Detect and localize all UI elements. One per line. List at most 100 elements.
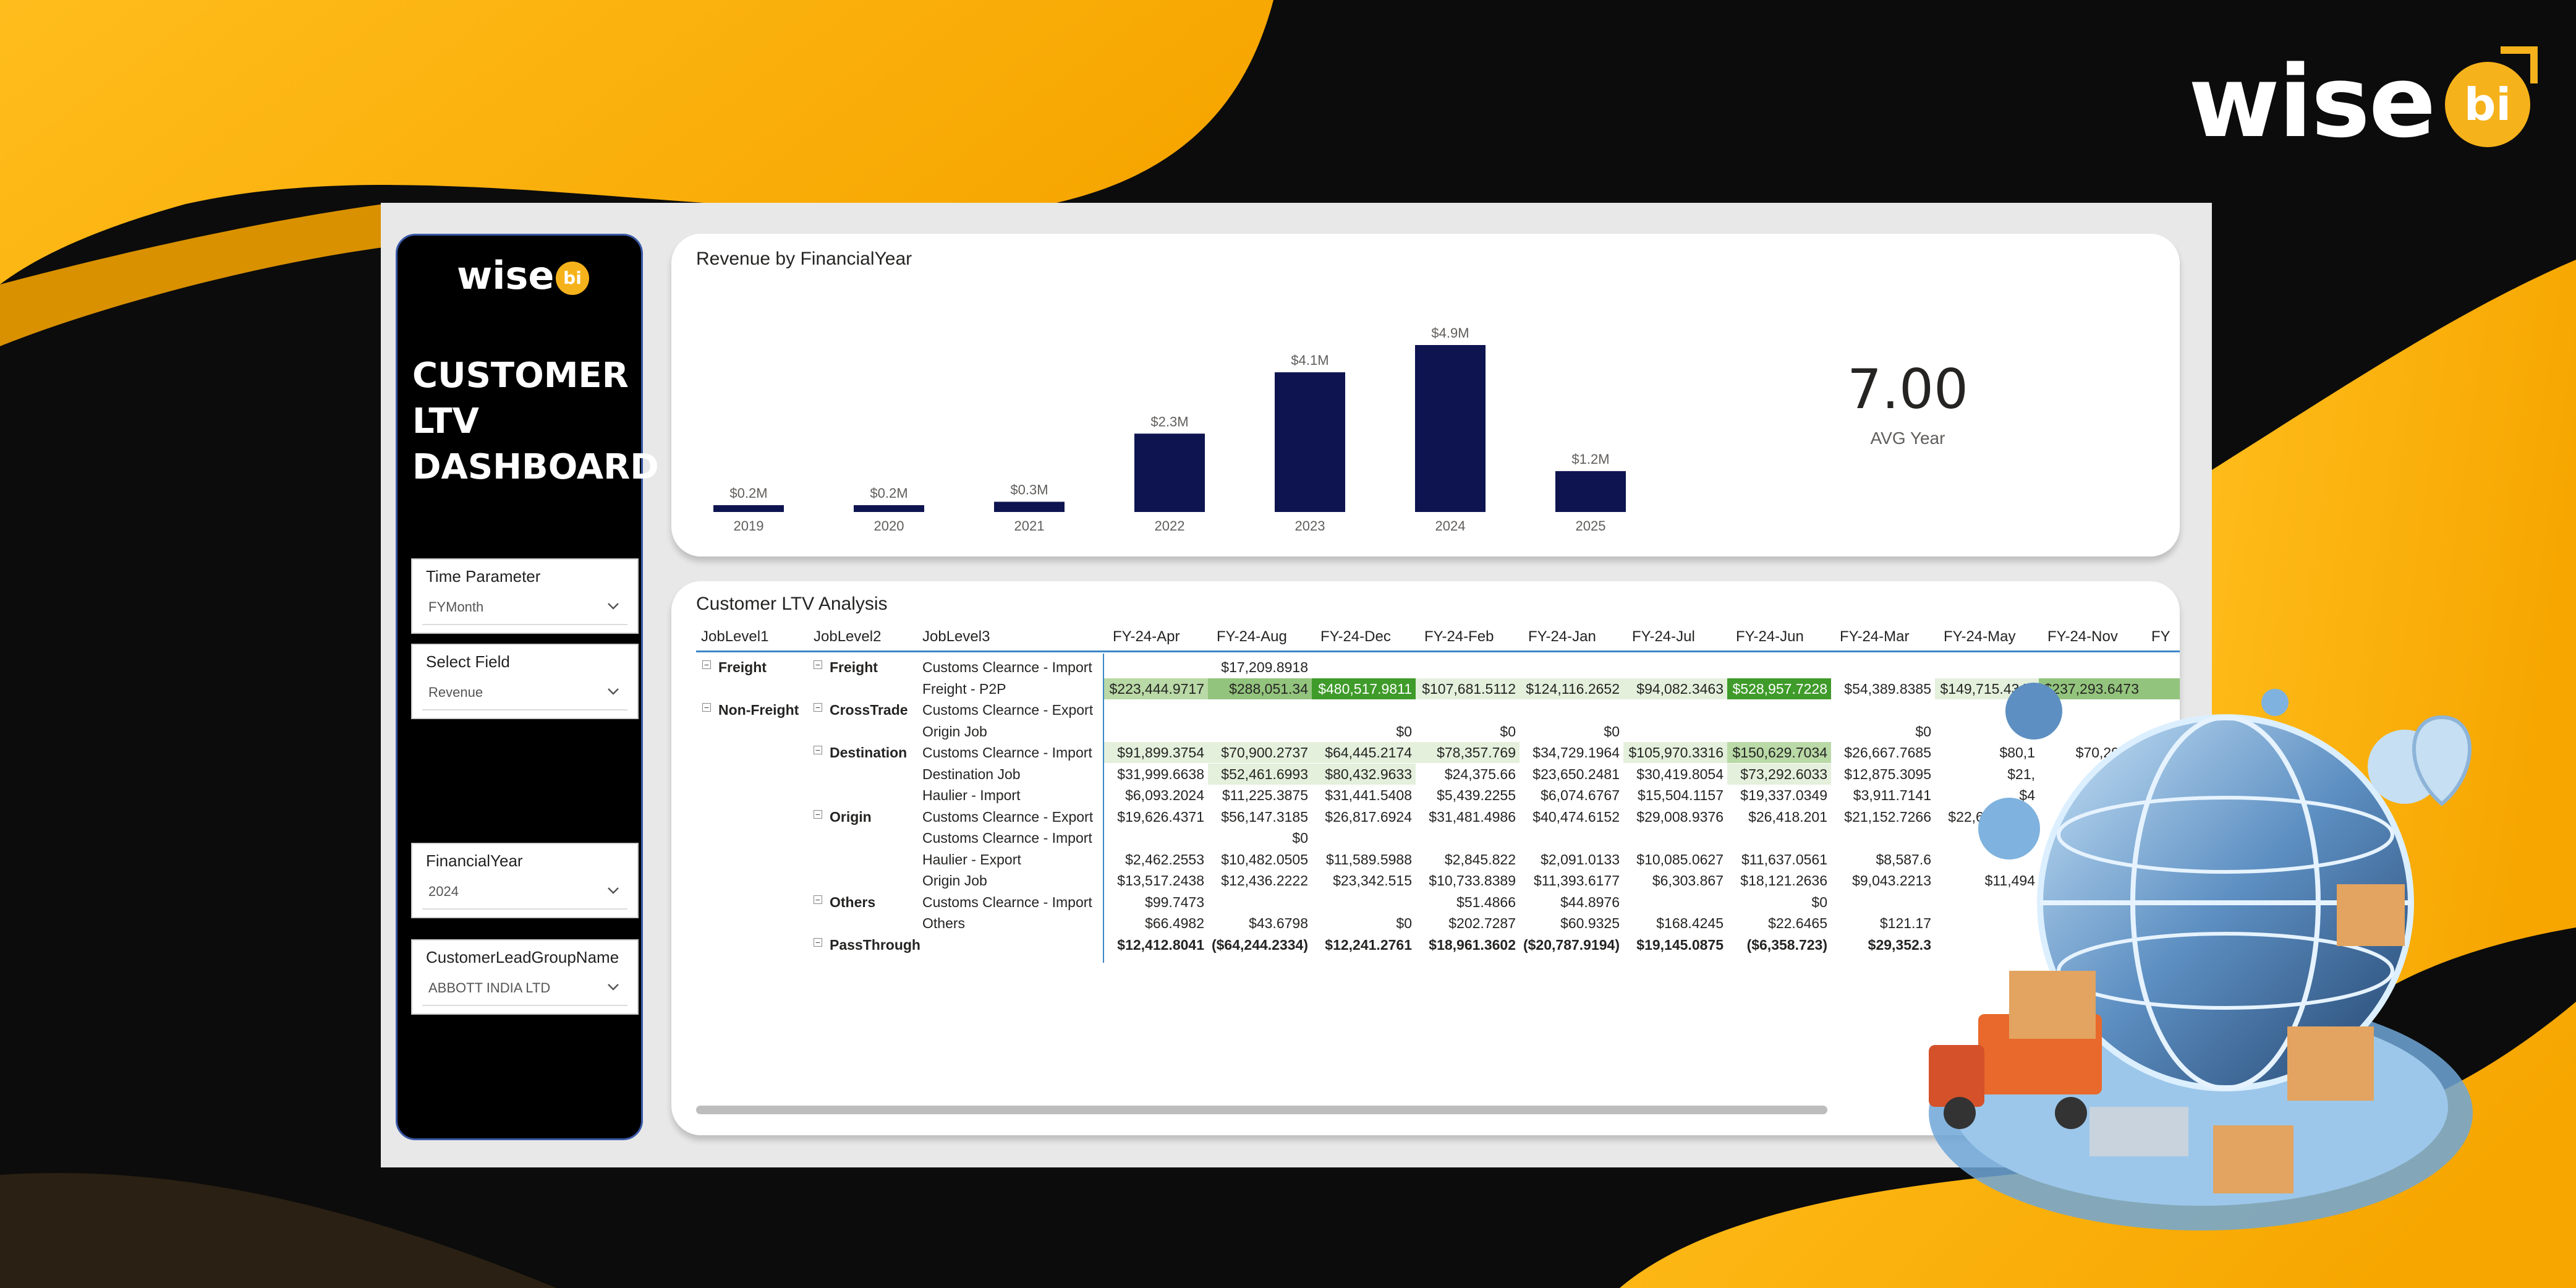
collapse-icon[interactable]: − <box>814 809 822 819</box>
x-tick-label: 2022 <box>1155 518 1185 534</box>
matrix-title: Customer LTV Analysis <box>696 594 888 614</box>
value-cell <box>1831 657 1935 678</box>
value-cell: $19,145.0875 <box>1636 936 1724 953</box>
value-cell <box>1727 721 1831 742</box>
bar-2024[interactable] <box>1415 345 1486 512</box>
value-cell <box>1935 657 2039 678</box>
joblevel3-cell: Others <box>922 915 966 931</box>
value-cell: $12,412.8041 <box>1117 936 1204 953</box>
matrix-column-header[interactable]: FY-24-May <box>1944 628 2016 645</box>
matrix-column-header[interactable]: FY-24-Nov <box>2047 628 2118 645</box>
value-cell <box>1623 892 1727 913</box>
x-tick-label: 2023 <box>1295 518 1325 534</box>
value-cell: $22.6465 <box>1768 915 1827 931</box>
collapse-icon[interactable]: − <box>814 660 822 669</box>
value-cell <box>1727 699 1831 720</box>
value-cell: $31,481.4986 <box>1429 808 1516 825</box>
collapse-icon[interactable]: − <box>702 703 711 712</box>
collapse-icon[interactable]: − <box>702 660 711 669</box>
table-row: − Origin Customs Clearnce - Export $19,626.… <box>696 806 2180 827</box>
header-joblevel3[interactable]: JobLevel3 <box>922 628 990 645</box>
value-cell: $528,957.7228 <box>1727 678 1831 699</box>
avg-year-kpi-label: AVG Year <box>1870 429 1945 448</box>
financial-year-dropdown[interactable]: 2024 <box>422 877 627 910</box>
chevron-down-icon <box>608 688 619 695</box>
value-cell: $0 <box>1915 723 1931 740</box>
value-cell <box>1208 721 1312 742</box>
data-label: $0.3M <box>1010 482 1048 497</box>
matrix-header-row: JobLevel1 JobLevel2 JobLevel3 FY-24-Apr F… <box>696 626 2180 652</box>
collapse-icon[interactable]: − <box>814 703 822 712</box>
matrix-column-header[interactable]: FY-24-Feb <box>1424 628 1494 645</box>
value-cell: $11,589.5988 <box>1326 851 1412 868</box>
value-cell: $19,337.0349 <box>1740 787 1827 803</box>
x-tick-label: 2024 <box>1435 518 1466 534</box>
bar-2022[interactable] <box>1134 433 1205 512</box>
bar-2025[interactable] <box>1555 471 1626 512</box>
matrix-column-header[interactable]: FY-24-Aug <box>1217 628 1287 645</box>
value-cell <box>1623 699 1727 720</box>
joblevel2-cell: Destination <box>830 744 908 761</box>
value-cell: $31,441.5408 <box>1325 787 1412 803</box>
value-cell: $11,494 <box>1984 872 2035 889</box>
logistics-globe-illustration <box>1929 683 2473 1230</box>
joblevel3-cell: Customs Clearnce - Import <box>922 659 1092 675</box>
table-row: Haulier - Export $2,462.2553 $10,482.0505 $… <box>696 849 2180 870</box>
value-cell: $23,342.515 <box>1333 872 1412 889</box>
slicer-label: Time Parameter <box>426 567 541 586</box>
time-parameter-dropdown[interactable]: FYMonth <box>422 593 627 625</box>
collapse-icon[interactable]: − <box>814 746 822 754</box>
select-field-dropdown[interactable]: Revenue <box>422 678 627 710</box>
matrix-column-header[interactable]: FY-24-Jul <box>1632 628 1695 645</box>
x-tick-label: 2020 <box>874 518 904 534</box>
value-cell: $124,116.2652 <box>1520 678 1623 699</box>
value-cell: $19,626.4371 <box>1117 808 1204 825</box>
collapse-icon[interactable]: − <box>814 937 822 947</box>
value-cell: $12,875.3095 <box>1844 766 1931 782</box>
joblevel3-cell: Freight - P2P <box>922 680 1006 697</box>
dashboard-frame: wise bi CUSTOMER LTV DASHBOARD Time Para… <box>381 203 2212 1167</box>
value-cell: $91,899.3754 <box>1104 742 1208 763</box>
header-joblevel1[interactable]: JobLevel1 <box>701 628 769 645</box>
joblevel2-cell: Origin <box>830 808 872 825</box>
table-row: − Destination Customs Clearnce - Import $91… <box>696 742 2180 763</box>
matrix-column-header[interactable]: FY-24-Apr <box>1113 628 1180 645</box>
matrix-column-header[interactable]: FY-24-Dec <box>1320 628 1391 645</box>
value-cell: $43.6798 <box>1249 915 1308 931</box>
value-cell <box>1312 827 1416 848</box>
value-cell: $0 <box>1604 723 1620 740</box>
joblevel3-cell: Haulier - Import <box>922 787 1021 803</box>
value-cell: $26,418.201 <box>1748 808 1827 825</box>
value-cell: $150,629.7034 <box>1727 742 1831 763</box>
bar-2023[interactable] <box>1275 372 1345 512</box>
collapse-icon[interactable]: − <box>814 895 822 904</box>
chevron-down-icon <box>608 887 619 894</box>
customer-lead-group-dropdown[interactable]: ABBOTT INDIA LTD <box>422 974 627 1006</box>
value-cell <box>1623 657 1727 678</box>
slicer-value: FYMonth <box>428 599 484 615</box>
bar-2020[interactable] <box>854 505 924 512</box>
table-row: Origin Job $13,517.2438 $12,436.2222 $23,34… <box>696 870 2180 891</box>
data-label: $0.2M <box>870 485 908 501</box>
slicer-value: Revenue <box>428 685 483 700</box>
value-cell: $8,587.6 <box>1876 851 1931 868</box>
matrix-column-header[interactable]: FY-24-Jan <box>1528 628 1596 645</box>
value-cell: $70,900.2737 <box>1208 742 1312 763</box>
matrix-column-header[interactable]: FY-24-Mar <box>1840 628 1910 645</box>
matrix-column-header[interactable]: FY <box>2151 628 2170 645</box>
value-cell: ($20,787.9194) <box>1523 936 1620 953</box>
value-cell: $30,419.8054 <box>1636 766 1724 782</box>
bar-2019[interactable] <box>713 505 784 512</box>
joblevel2-cell: Others <box>830 893 876 910</box>
header-joblevel2[interactable]: JobLevel2 <box>814 628 882 645</box>
value-cell: $ <box>2143 678 2180 699</box>
joblevel1-cell: Non-Freight <box>718 702 799 718</box>
sidebar: wise bi CUSTOMER LTV DASHBOARD Time Para… <box>396 234 659 1140</box>
value-cell <box>1416 699 1520 720</box>
value-cell: $13,517.2438 <box>1117 872 1204 889</box>
value-cell: $3,911.7141 <box>1853 787 1931 803</box>
bar-2021[interactable] <box>994 501 1065 512</box>
horizontal-scrollbar[interactable] <box>696 1106 1827 1114</box>
matrix-column-header[interactable]: FY-24-Jun <box>1736 628 1804 645</box>
value-cell: $105,970.3316 <box>1623 742 1727 763</box>
